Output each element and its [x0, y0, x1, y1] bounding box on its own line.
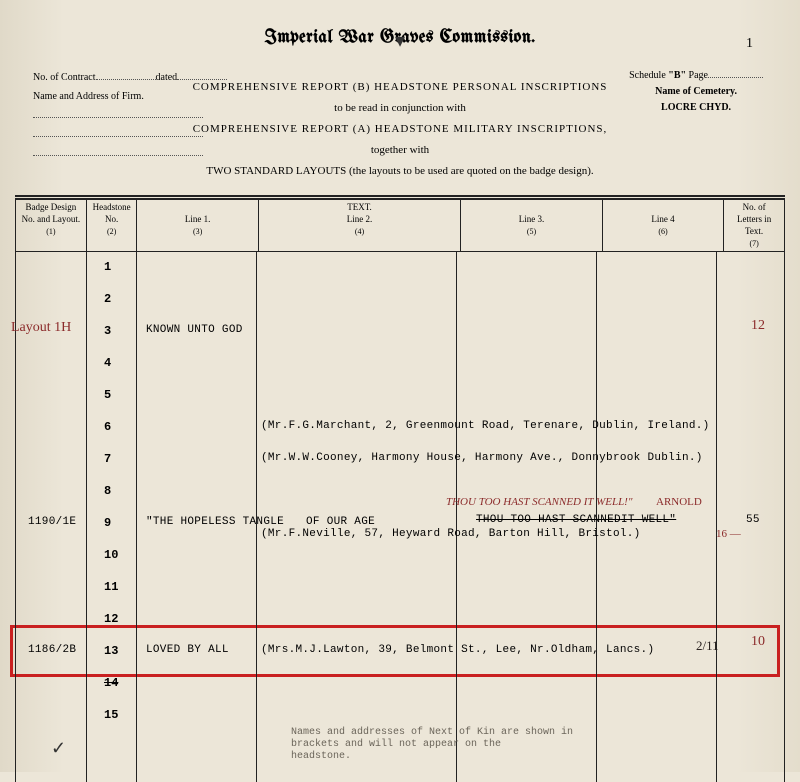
- row-number: 1: [104, 260, 111, 274]
- row-number: 4: [104, 356, 111, 370]
- row-number: 10: [104, 548, 118, 562]
- row9-strike2: IT WELL": [621, 514, 676, 526]
- row13-date: 2/11: [696, 638, 719, 654]
- row-number: 9: [104, 516, 111, 530]
- col7-l1: No. of: [743, 202, 766, 212]
- mid-line-2b: together with: [371, 144, 429, 156]
- column-header-table: Badge Design No. and Layout. (1) Headstone…: [15, 199, 785, 252]
- firm-label: Name and Address of Firm.: [33, 91, 144, 102]
- mid-line-1b: to be read in conjunction with: [334, 102, 466, 114]
- contract-block: No. of Contract dated Name and Address of…: [33, 68, 227, 163]
- row9-addr: (Mr.F.Neville, 57, Heyward Road, Barton …: [261, 528, 641, 540]
- schedule-block: Schedule "B" Page Name of Cemetery. LOCR…: [629, 68, 763, 116]
- row-number: 13: [104, 644, 118, 658]
- col4-l1: Line 2.: [347, 214, 373, 224]
- col7-l3: Text.: [745, 226, 763, 236]
- cemetery-label: Name of Cemetery.: [655, 86, 737, 97]
- row7-text: (Mr.W.W.Cooney, Harmony House, Harmony A…: [261, 452, 703, 464]
- row3-count: 12: [751, 318, 765, 334]
- mid-line-2a: COMPREHENSIVE REPORT (A) HEADSTONE MILIT…: [193, 123, 608, 135]
- cemetery-name: LOCRE CHYD.: [661, 102, 731, 113]
- col1-n: (1): [46, 227, 55, 236]
- schedule-b: "B": [668, 70, 686, 81]
- row9-badge: 1190/1E: [28, 516, 76, 528]
- col5-l1: Line 3.: [519, 214, 545, 224]
- row13-badge: 1186/2B: [28, 644, 76, 656]
- column-divider: [716, 252, 717, 782]
- layout-annotation: Layout 1H: [11, 320, 71, 336]
- row13-addr: (Mrs.M.J.Lawton, 39, Belmont St., Lee, N…: [261, 644, 654, 656]
- page-number-handwritten: 1: [746, 36, 753, 52]
- mid-line-3: TWO STANDARD LAYOUTS (the layouts to be …: [206, 165, 593, 177]
- col3-n: (3): [193, 227, 202, 236]
- schedule-label: Schedule: [629, 70, 666, 81]
- col7-l2: Letters in: [737, 214, 771, 224]
- top-binding-mark: ▾: [395, 28, 405, 53]
- col3-l1: Line 1.: [185, 214, 211, 224]
- row-number: 2: [104, 292, 111, 306]
- row3-text: KNOWN UNTO GOD: [146, 324, 243, 336]
- page-label: Page: [689, 70, 708, 81]
- row9-count: 55: [746, 514, 760, 526]
- row9-arnold: ARNOLD: [656, 496, 702, 508]
- mid-line-1a: COMPREHENSIVE REPORT (B) HEADSTONE PERSO…: [193, 81, 608, 93]
- col7-n: (7): [749, 239, 758, 248]
- col6-n: (6): [658, 227, 667, 236]
- dated-label: dated: [156, 72, 178, 83]
- col2-l2: No.: [105, 214, 118, 224]
- row9-hand-insert: THOU TOO HAST SCANNED IT WELL!": [446, 496, 632, 508]
- row-number: 5: [104, 388, 111, 402]
- row-number: 12: [104, 612, 118, 626]
- table-body: 123456789101112131415Layout 1HKNOWN UNTO…: [15, 252, 785, 782]
- check-mark: ✓: [51, 738, 66, 759]
- row-number: 3: [104, 324, 111, 338]
- row13-line1: LOVED BY ALL: [146, 644, 229, 656]
- row13-count: 10: [751, 634, 765, 650]
- col4-l0: TEXT.: [347, 202, 372, 212]
- row6-text: (Mr.F.G.Marchant, 2, Greenmount Road, Te…: [261, 420, 710, 432]
- row-number: 14: [104, 676, 118, 690]
- row-number: 6: [104, 420, 111, 434]
- row9-line1: "THE HOPELESS TANGLE: [146, 516, 284, 528]
- col4-n: (4): [355, 227, 364, 236]
- footer-l3: headstone.: [291, 750, 351, 764]
- row9-hand-count: 16 —: [716, 528, 741, 540]
- column-divider: [136, 252, 137, 782]
- column-divider: [86, 252, 87, 782]
- row-number: 8: [104, 484, 111, 498]
- col2-n: (2): [107, 227, 116, 236]
- col2-l1: Headstone: [93, 202, 131, 212]
- col1-l1: Badge Design: [26, 202, 77, 212]
- column-divider: [456, 252, 457, 782]
- col6-l1: Line 4: [651, 214, 674, 224]
- row-number: 11: [104, 580, 118, 594]
- row-number: 7: [104, 452, 111, 466]
- row9-strike1: THOU TOO HAST SCANNED: [476, 514, 621, 526]
- contract-label: No. of Contract: [33, 72, 96, 83]
- col1-l2: No. and Layout.: [22, 214, 81, 224]
- row-number: 15: [104, 708, 118, 722]
- row9-line2: OF OUR AGE: [306, 516, 375, 528]
- col5-n: (5): [527, 227, 536, 236]
